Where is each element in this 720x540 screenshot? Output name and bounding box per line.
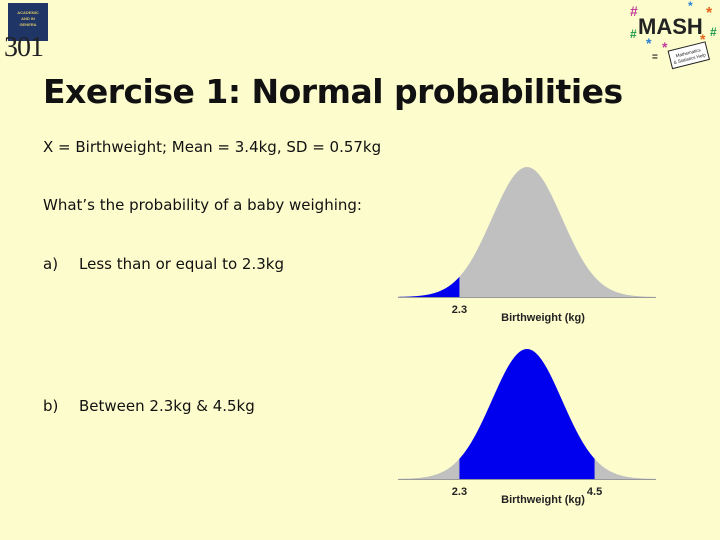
tick-label-group: 2.3 4.5 <box>452 486 602 498</box>
slide-title: Exercise 1: Normal probabilities <box>43 72 623 111</box>
normal-curve-chart-a: 2.3 Birthweight (kg) <box>398 167 656 324</box>
svg-text:*: * <box>646 35 652 51</box>
question-prompt: What’s the probability of a baby weighin… <box>43 196 362 214</box>
option-b: b) Between 2.3kg & 4.5kg <box>43 397 255 415</box>
variable-description: X = Birthweight; Mean = 3.4kg, SD = 0.57… <box>43 138 382 156</box>
logo-number: 301 <box>4 32 44 63</box>
tick-label: 2.3 <box>452 486 467 498</box>
mash-word: MASH <box>638 14 703 39</box>
option-b-label: b) <box>43 397 59 415</box>
logo-line-1: ACADEMIC <box>17 10 39 15</box>
tick-label: 2.3 <box>452 304 467 316</box>
option-a-text: Less than or equal to 2.3kg <box>79 255 284 273</box>
svg-text:#: # <box>630 27 637 41</box>
curve-shaded-area <box>398 276 460 297</box>
svg-text:*: * <box>662 39 668 55</box>
svg-text:#: # <box>710 25 717 39</box>
logo-line-3: GENERA <box>19 22 37 27</box>
option-b-text: Between 2.3kg & 4.5kg <box>79 397 255 415</box>
tick-label: 4.5 <box>587 486 602 498</box>
academic-logo: ACADEMIC AND IN GENERA <box>8 3 48 41</box>
mash-logo: # * * MASH # * * * # = Mathematics & Sta… <box>630 0 717 70</box>
svg-text:Mathematics: Mathematics <box>675 47 702 58</box>
svg-text:*: * <box>706 5 713 22</box>
svg-text:*: * <box>700 31 706 47</box>
svg-text:*: * <box>688 0 693 13</box>
option-a-label: a) <box>43 255 59 273</box>
svg-text:=: = <box>652 52 658 63</box>
svg-text:#: # <box>630 3 638 19</box>
logo-line-2: AND IN <box>21 16 35 21</box>
curve-unshaded-area <box>398 167 656 297</box>
option-a: a) Less than or equal to 2.3kg <box>43 255 284 273</box>
curve-shaded-area <box>459 349 595 479</box>
normal-curve-chart-b: 2.3 4.5 Birthweight (kg) <box>398 349 656 506</box>
x-axis-label: Birthweight (kg) <box>501 494 585 506</box>
tick-label-group: 2.3 <box>452 304 467 316</box>
x-axis-label: Birthweight (kg) <box>501 312 585 324</box>
